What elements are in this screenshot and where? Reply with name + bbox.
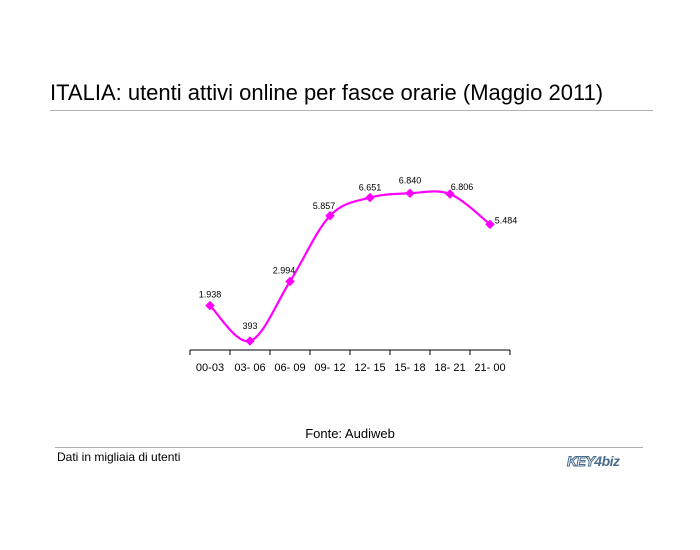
data-point-marker [245, 336, 255, 346]
x-tick-label: 00-03 [196, 362, 224, 374]
data-label: 5.484 [495, 215, 518, 225]
source-note: Fonte: Audiweb [305, 426, 395, 441]
title-divider [50, 110, 653, 111]
footer-divider [55, 447, 643, 448]
data-label: 6.806 [451, 182, 474, 192]
data-point-marker [445, 189, 455, 199]
data-point-marker [365, 192, 375, 203]
series-line [209, 190, 491, 343]
data-point-marker [325, 210, 335, 221]
x-tick-label: 06- 09 [274, 362, 305, 374]
data-point-marker [485, 219, 495, 230]
x-tick-label: 21- 00 [474, 362, 505, 374]
data-label: 2.994 [273, 265, 296, 275]
data-point-marker [285, 276, 295, 287]
data-point-marker [405, 188, 415, 199]
data-label: 6.840 [399, 175, 422, 185]
page-title: ITALIA: utenti attivi online per fasce o… [50, 80, 604, 105]
data-label: 6.651 [359, 183, 382, 193]
data-label: 1.938 [199, 290, 222, 300]
x-tick-label: 15- 18 [394, 362, 425, 374]
x-tick-label: 18- 21 [434, 362, 465, 374]
x-tick-label: 03- 06 [234, 362, 265, 374]
data-label: 393 [242, 321, 257, 331]
x-tick-label: 12- 15 [354, 362, 385, 374]
x-tick-label: 09- 12 [314, 362, 345, 374]
units-note: Dati in migliaia di utenti [57, 450, 181, 464]
data-label: 5.857 [313, 201, 336, 211]
data-point-marker [205, 300, 215, 311]
key4biz-logo: KEY4biz [566, 453, 620, 470]
